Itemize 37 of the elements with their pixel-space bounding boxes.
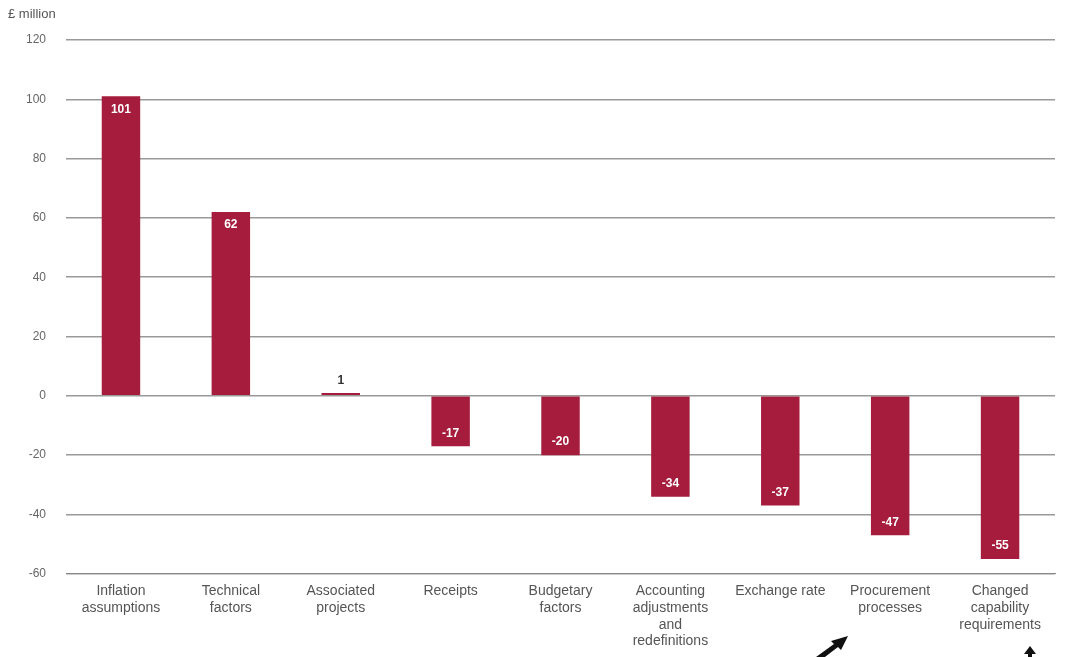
bar xyxy=(541,396,580,456)
data-label: 62 xyxy=(224,217,238,232)
y-tick-label: 20 xyxy=(32,328,47,343)
bar xyxy=(101,96,141,396)
bar xyxy=(211,212,251,396)
data-label: -17 xyxy=(441,425,460,440)
y-tick-label: 100 xyxy=(25,91,47,106)
y-tick-label: 60 xyxy=(32,210,47,225)
bar xyxy=(870,396,910,536)
y-tick-label: -40 xyxy=(28,506,47,521)
y-tick-label: -20 xyxy=(28,447,47,462)
x-tick-label: Inflation assumptions xyxy=(81,582,161,615)
x-tick-label: Accounting adjustments and redefinitions xyxy=(632,582,709,649)
x-tick-label: Exchange rate xyxy=(735,582,826,599)
bar xyxy=(761,396,800,506)
y-axis-title: £ million xyxy=(8,6,56,22)
y-tick-label: 40 xyxy=(32,269,47,284)
y-tick-label: 80 xyxy=(32,150,47,165)
data-label: 101 xyxy=(110,101,132,116)
data-label: -20 xyxy=(551,434,570,449)
x-tick-label: Technical factors xyxy=(201,582,261,615)
x-tick-label: Receipts xyxy=(423,582,478,599)
data-label: -34 xyxy=(661,476,680,491)
y-tick-label: 0 xyxy=(39,388,47,403)
bar xyxy=(651,396,690,497)
x-tick-label: Budgetary factors xyxy=(528,582,593,615)
y-tick-label: -60 xyxy=(28,566,47,581)
x-tick-label: Changed capability requirements xyxy=(959,582,1041,632)
x-tick-label: Associated projects xyxy=(306,582,375,615)
data-label: -47 xyxy=(881,514,900,529)
x-tick-label: Procurement processes xyxy=(850,582,931,615)
bar xyxy=(980,396,1020,559)
data-label: -37 xyxy=(771,484,790,499)
data-label: 1 xyxy=(337,373,345,388)
data-label: -55 xyxy=(991,538,1010,553)
bar xyxy=(431,396,470,447)
y-tick-label: 120 xyxy=(25,32,47,47)
